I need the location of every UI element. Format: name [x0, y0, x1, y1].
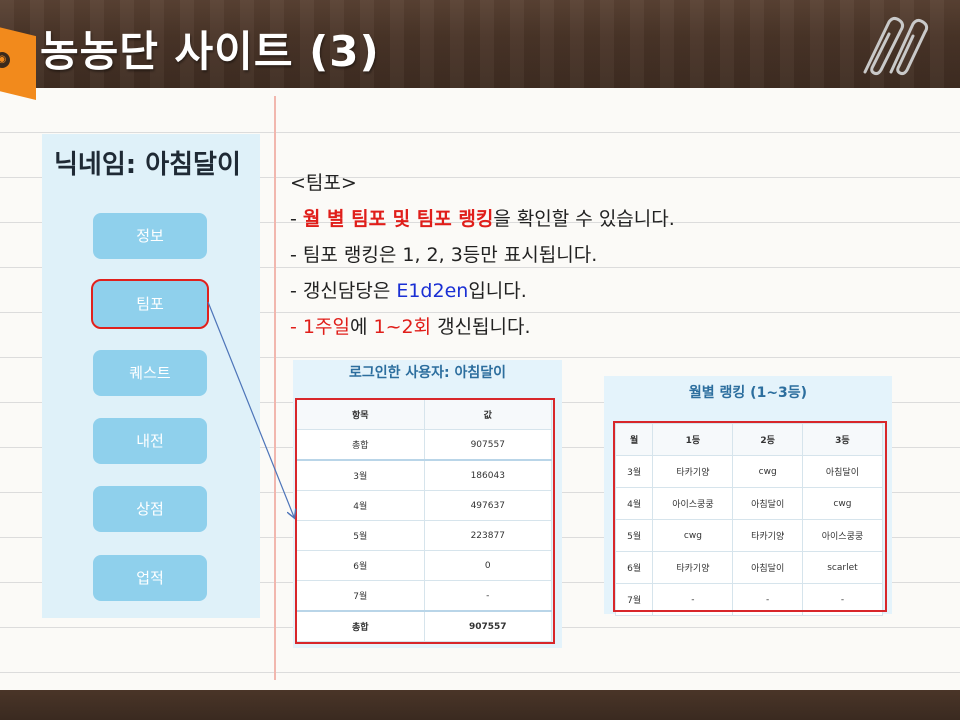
top-wood-banner	[0, 0, 960, 88]
notes-line-3: - 갱신담당은 E1d2en입니다.	[290, 273, 675, 309]
table-cell: -	[801, 583, 884, 616]
notes-line-1: - 월 별 팀포 및 팀포 랭킹을 확인할 수 있습니다.	[290, 201, 675, 237]
menu-button-scrim[interactable]: 내전	[93, 418, 207, 464]
table-cell: 223877	[423, 520, 552, 551]
table-cell: 907557	[423, 429, 552, 461]
table-cell: 3월	[296, 459, 425, 491]
table-row: 7월 - - -	[614, 583, 884, 616]
table-cell: 3월	[614, 455, 654, 488]
notes-heading: <팀포>	[290, 172, 357, 194]
table-cell: 아침달이	[801, 455, 884, 488]
table-cell: cwg	[801, 487, 884, 520]
notes-line-4-red: - 1주일	[290, 316, 350, 338]
ranking-caption: 월별 랭킹 (1~3등)	[688, 385, 808, 401]
table-row: 3월 타카기양 cwg 아침달이	[614, 455, 884, 488]
notes-line-3-rest: 입니다.	[468, 280, 527, 302]
column-header: 값	[423, 399, 552, 430]
notes-line-3-prefix: - 갱신담당은	[290, 280, 397, 302]
notes-line-2: - 팀포 랭킹은 1, 2, 3등만 표시됩니다.	[290, 244, 598, 266]
table-row: 4월 아이스쿵쿵 아침달이 cwg	[614, 487, 884, 520]
table-cell: 907557	[423, 610, 552, 642]
user-stats-table: 항목 값 총합 907557 3월 186043 4월 497637 5월 223877…	[296, 399, 552, 642]
table-row: 5월 cwg 타카기양 아이스쿵쿵	[614, 519, 884, 552]
table-cell: 타카기양	[732, 519, 803, 552]
table-cell: 7월	[296, 580, 425, 612]
table-cell: 아침달이	[732, 487, 803, 520]
paperclip-icon	[863, 16, 929, 76]
table-row: 6월 0	[296, 550, 552, 581]
column-header: 3등	[801, 423, 884, 456]
table-cell: 186043	[423, 459, 552, 491]
column-header: 월	[614, 423, 654, 456]
table-row: 6월 타카기양 아침달이 scarlet	[614, 551, 884, 584]
menu-button-achievements[interactable]: 업적	[93, 555, 207, 601]
table-cell: cwg	[652, 519, 734, 552]
notes-line-4-red2: 1~2회	[373, 316, 432, 338]
table-cell: 총합	[296, 610, 425, 642]
nickname-label: 닉네임: 아침달이	[54, 150, 241, 180]
description-notes: <팀포> - 월 별 팀포 및 팀포 랭킹을 확인할 수 있습니다. - 팀포 …	[290, 165, 675, 345]
table-cell: 6월	[614, 551, 654, 584]
bottom-wood-banner	[0, 690, 960, 720]
notes-line-1-rest: 을 확인할 수 있습니다.	[493, 208, 675, 230]
table-cell: 0	[423, 550, 552, 581]
table-cell: 타카기양	[652, 551, 734, 584]
table-cell: 497637	[423, 490, 552, 521]
notes-line-4: - 1주일에 1~2회 갱신됩니다.	[290, 309, 675, 345]
table-row: 총합 907557	[296, 610, 552, 642]
user-panel: 닉네임: 아침달이 정보 팀포 퀘스트 내전 상점 업적	[42, 134, 260, 618]
table-cell: -	[423, 580, 552, 612]
table-cell: 6월	[296, 550, 425, 581]
table-cell: cwg	[732, 455, 803, 488]
table-header-row: 월 1등 2등 3등	[614, 423, 884, 456]
column-header: 1등	[652, 423, 734, 456]
table-cell: 4월	[296, 490, 425, 521]
margin-line	[274, 96, 276, 680]
ranking-table: 월 1등 2등 3등 3월 타카기양 cwg 아침달이 4월 아이스쿵쿵 아침달이 cwg …	[614, 423, 884, 616]
table-row: 5월 223877	[296, 520, 552, 551]
table-cell: 4월	[614, 487, 654, 520]
table-cell: scarlet	[801, 551, 884, 584]
column-header: 2등	[732, 423, 803, 456]
notes-line-1-prefix: -	[290, 208, 303, 230]
menu-button-quest[interactable]: 퀘스트	[93, 350, 207, 396]
table-cell: -	[652, 583, 734, 616]
table-cell: 5월	[614, 519, 654, 552]
menu-button-shop[interactable]: 상점	[93, 486, 207, 532]
notes-line-4-mid: 에	[349, 316, 374, 338]
menu-button-info[interactable]: 정보	[93, 213, 207, 259]
table-row: 7월 -	[296, 580, 552, 612]
table-cell: -	[732, 583, 803, 616]
table-row: 총합 907557	[296, 429, 552, 461]
table-cell: 7월	[614, 583, 654, 616]
table-cell: 5월	[296, 520, 425, 551]
column-header: 항목	[296, 399, 425, 430]
notes-line-3-manager: E1d2en	[396, 280, 469, 302]
notes-line-4-rest: 갱신됩니다.	[431, 316, 531, 338]
menu-button-teampo[interactable]: 팀포	[91, 279, 209, 329]
table-cell: 총합	[296, 429, 425, 461]
table-header-row: 항목 값	[296, 399, 552, 430]
table-row: 3월 186043	[296, 459, 552, 491]
table-row: 4월 497637	[296, 490, 552, 521]
table-cell: 아이스쿵쿵	[801, 519, 884, 552]
notes-line-1-highlight: 월 별 팀포 및 팀포 랭킹	[302, 208, 494, 230]
table-cell: 아이스쿵쿵	[652, 487, 734, 520]
slide-title: 농농단 사이트 (3)	[40, 27, 380, 76]
table-cell: 타카기양	[652, 455, 734, 488]
tag-icon: ◉	[0, 52, 10, 68]
user-stats-caption: 로그인한 사용자: 아침달이	[348, 365, 507, 381]
table-cell: 아침달이	[732, 551, 803, 584]
